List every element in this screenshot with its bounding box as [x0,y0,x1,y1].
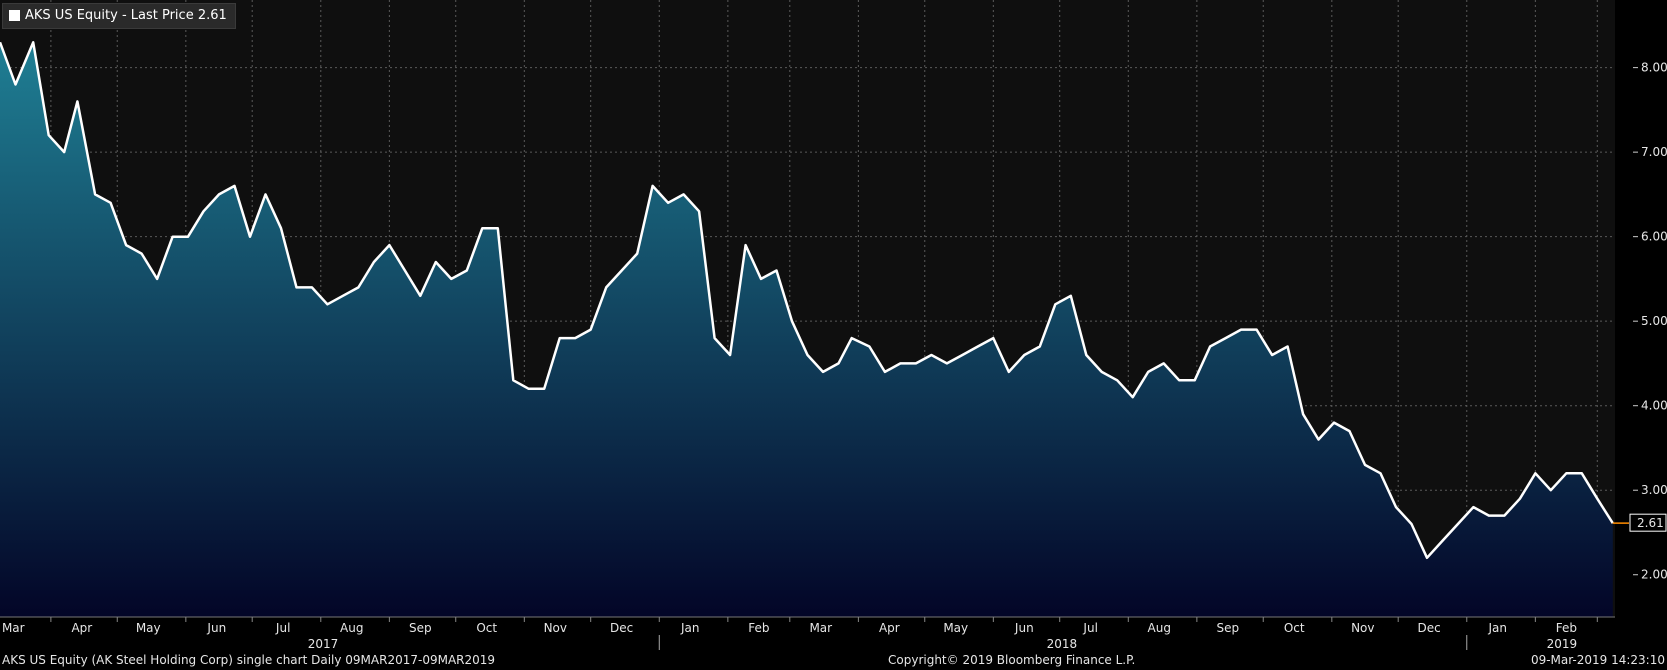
y-tick-label: 4.00 [1641,399,1667,413]
y-tick-label: 3.00 [1641,483,1667,497]
x-month-label: Jan [680,621,700,635]
x-month-label: Jul [1082,621,1097,635]
x-month-label: Oct [476,621,497,635]
y-tick-label: 5.00 [1641,314,1667,328]
x-month-label: Nov [1351,621,1374,635]
footer-copyright: Copyright© 2019 Bloomberg Finance L.P. [888,653,1136,667]
x-month-label: Jun [1014,621,1034,635]
y-tick-label: 2.00 [1641,568,1667,582]
x-month-label: Apr [71,621,92,635]
x-axis-band [0,617,1667,652]
x-month-label: Apr [879,621,900,635]
price-area-fill [0,42,1613,618]
last-price-badge [1629,513,1667,532]
legend-label: AKS US Equity - Last Price 2.61 [25,8,227,23]
price-line [0,41,1614,560]
x-month-label: Jun [206,621,226,635]
x-month-label: Nov [544,621,567,635]
y-tick-label: 8.00 [1641,61,1667,75]
y-tick-label: 6.00 [1641,230,1667,244]
x-month-label: Mar [809,621,832,635]
x-month-label: May [136,621,161,635]
x-month-label: Oct [1284,621,1305,635]
x-year-label: 2017 [308,637,339,651]
last-price-label: 2.61 [1637,516,1664,530]
footer-description: AKS US Equity (AK Steel Holding Corp) si… [2,653,496,667]
x-year-label: 2018 [1047,637,1078,651]
x-month-label: Feb [1556,621,1577,635]
x-month-label: Dec [610,621,633,635]
y-tick-label: 7.00 [1641,145,1667,159]
x-year-label: 2019 [1547,637,1578,651]
x-month-label: Aug [1148,621,1171,635]
x-month-label: Sep [1217,621,1240,635]
x-month-label: Jan [1487,621,1507,635]
x-month-label: Feb [748,621,769,635]
x-month-label: Aug [340,621,363,635]
x-month-label: Sep [409,621,432,635]
axes: 2.00 3.00 4.00 5.00 6.00 7.00 8.00 2.61 Mar Apr Ma… [0,61,1667,652]
x-month-label: Mar [2,621,25,635]
x-month-label: May [943,621,968,635]
x-month-label: Dec [1418,621,1441,635]
legend[interactable]: AKS US Equity - Last Price 2.61 [2,3,236,29]
x-month-label: Jul [275,621,290,635]
legend-swatch [9,10,20,21]
footer-timestamp: 09-Mar-2019 14:23:10 [1530,653,1665,667]
